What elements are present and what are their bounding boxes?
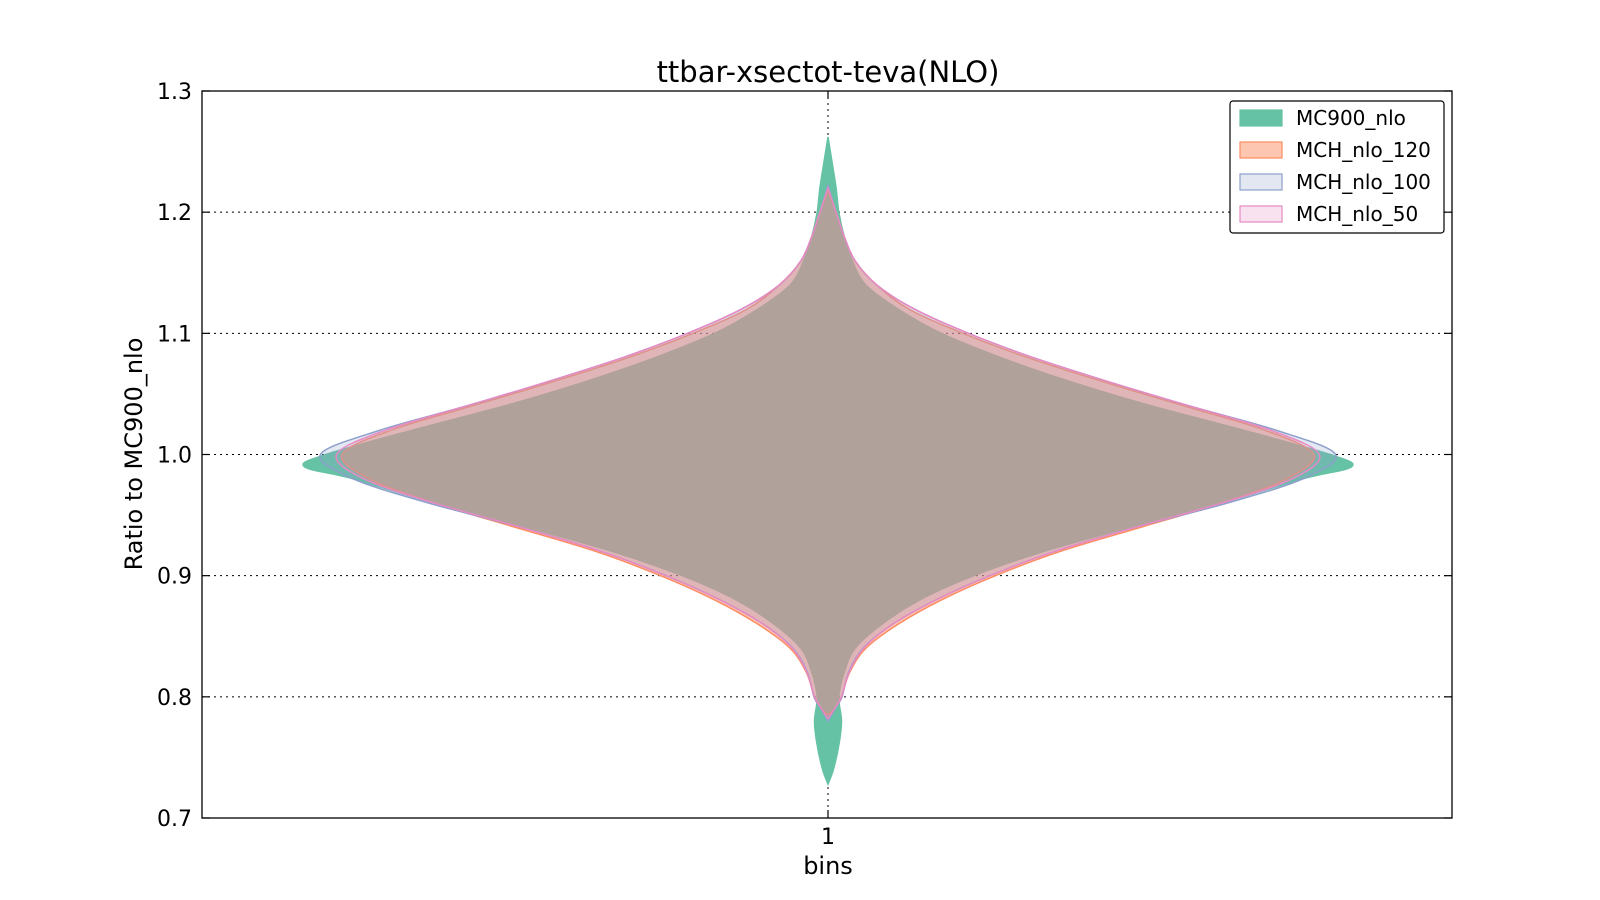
legend-swatch bbox=[1239, 141, 1283, 159]
legend: MC900_nlo MCH_nlo_120 MCH_nlo_100 MCH_nlo_5… bbox=[1229, 100, 1445, 234]
legend-swatch bbox=[1239, 109, 1283, 127]
violin-mch-nlo-120 bbox=[340, 188, 1316, 717]
legend-entries: MC900_nlo MCH_nlo_120 MCH_nlo_100 MCH_nlo_5… bbox=[1239, 106, 1431, 226]
x-axis: 1 bbox=[821, 91, 835, 850]
x-axis-title: bins bbox=[803, 852, 853, 880]
y-axis: 0.7 0.8 0.9 1.0 1.1 1.2 1.3 bbox=[157, 80, 1452, 832]
y-tick-label: 1.3 bbox=[157, 80, 192, 105]
x-tick-label: 1 bbox=[821, 825, 835, 850]
chart-title: ttbar-xsectot-teva(NLO) bbox=[657, 55, 1000, 89]
violin-layer bbox=[302, 136, 1354, 787]
y-tick-label: 1.0 bbox=[157, 444, 192, 469]
legend-label: MCH_nlo_120 bbox=[1296, 138, 1431, 162]
y-tick-label: 0.9 bbox=[157, 565, 192, 590]
y-tick-label: 0.8 bbox=[157, 686, 192, 711]
legend-frame bbox=[1229, 100, 1445, 234]
legend-swatch bbox=[1239, 205, 1283, 223]
legend-label: MC900_nlo bbox=[1296, 106, 1406, 130]
y-tick-label: 0.7 bbox=[157, 807, 192, 832]
legend-label: MCH_nlo_100 bbox=[1296, 170, 1431, 194]
legend-label: MCH_nlo_50 bbox=[1296, 202, 1418, 226]
legend-swatch bbox=[1239, 173, 1283, 191]
y-tick-label: 1.2 bbox=[157, 201, 192, 226]
violin-mch-nlo-50 bbox=[335, 185, 1321, 720]
y-axis-title: Ratio to MC900_nlo bbox=[120, 338, 148, 571]
y-tick-label: 1.1 bbox=[157, 322, 192, 347]
